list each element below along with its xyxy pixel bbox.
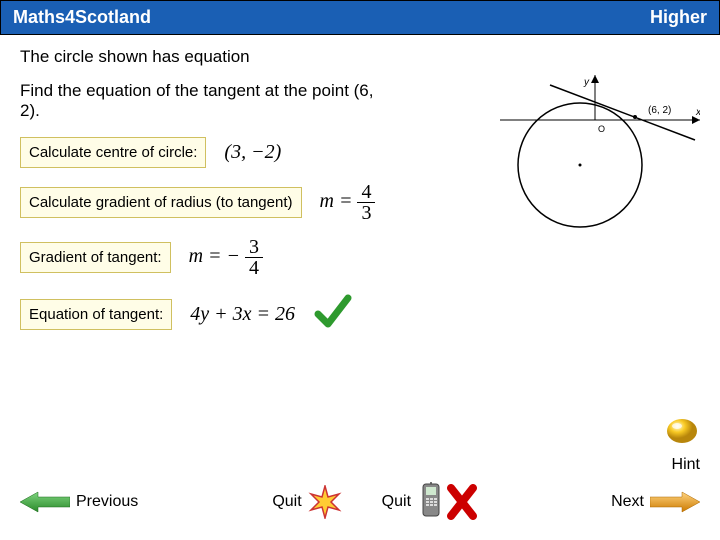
step-1-label: Calculate centre of circle: <box>20 137 206 168</box>
circle-diagram: x y O (6, 2) <box>500 75 700 235</box>
arrow-left-icon <box>20 490 70 514</box>
step-3-label: Gradient of tangent: <box>20 242 171 273</box>
step-2-label: Calculate gradient of radius (to tangent… <box>20 187 302 218</box>
x-mark-icon <box>447 484 477 520</box>
header-right: Higher <box>650 7 707 28</box>
quit-group: Quit Quit <box>272 482 477 522</box>
previous-label: Previous <box>76 493 138 511</box>
quit-button-1[interactable]: Quit <box>272 485 341 519</box>
header-bar: Maths4Scotland Higher <box>0 0 720 35</box>
nav-row: Previous Quit Quit <box>20 482 700 522</box>
hint-label[interactable]: Hint <box>672 456 700 473</box>
step-3-result: m = − 3 4 <box>189 237 263 278</box>
quit-button-2[interactable]: Quit <box>382 482 477 522</box>
step-4-label: Equation of tangent: <box>20 299 172 330</box>
step-1-result: (3, −2) <box>224 141 281 164</box>
content-area: x y O (6, 2) The circle shown has equati… <box>0 35 720 337</box>
fraction: 3 4 <box>245 237 263 278</box>
next-label: Next <box>611 493 644 511</box>
step-3: Gradient of tangent: m = − 3 4 <box>20 237 700 278</box>
next-button[interactable]: Next <box>611 490 700 514</box>
footer: Hint Previous Quit <box>0 406 720 540</box>
step-4-result: 4y + 3x = 26 <box>190 303 295 326</box>
star-icon <box>308 485 342 519</box>
svg-text:x: x <box>695 107 700 118</box>
hint-row <box>20 416 700 446</box>
intro-text: The circle shown has equation <box>20 47 250 66</box>
previous-button[interactable]: Previous <box>20 490 138 514</box>
step-2-result: m = 4 3 <box>320 182 376 223</box>
fraction: 4 3 <box>357 182 375 223</box>
problem-intro: The circle shown has equation <box>20 47 700 67</box>
quit-1-label: Quit <box>272 493 301 511</box>
svg-text:(6, 2): (6, 2) <box>648 105 671 116</box>
problem-instruction: Find the equation of the tangent at the … <box>20 81 380 121</box>
checkmark-icon <box>313 292 353 337</box>
hint-orb-icon[interactable] <box>664 416 700 446</box>
phone-icon <box>417 482 445 522</box>
svg-text:y: y <box>583 77 590 88</box>
header-left: Maths4Scotland <box>13 7 151 28</box>
quit-2-label: Quit <box>382 493 411 511</box>
step-4: Equation of tangent: 4y + 3x = 26 <box>20 292 700 337</box>
svg-text:O: O <box>598 124 605 134</box>
arrow-right-icon <box>650 490 700 514</box>
